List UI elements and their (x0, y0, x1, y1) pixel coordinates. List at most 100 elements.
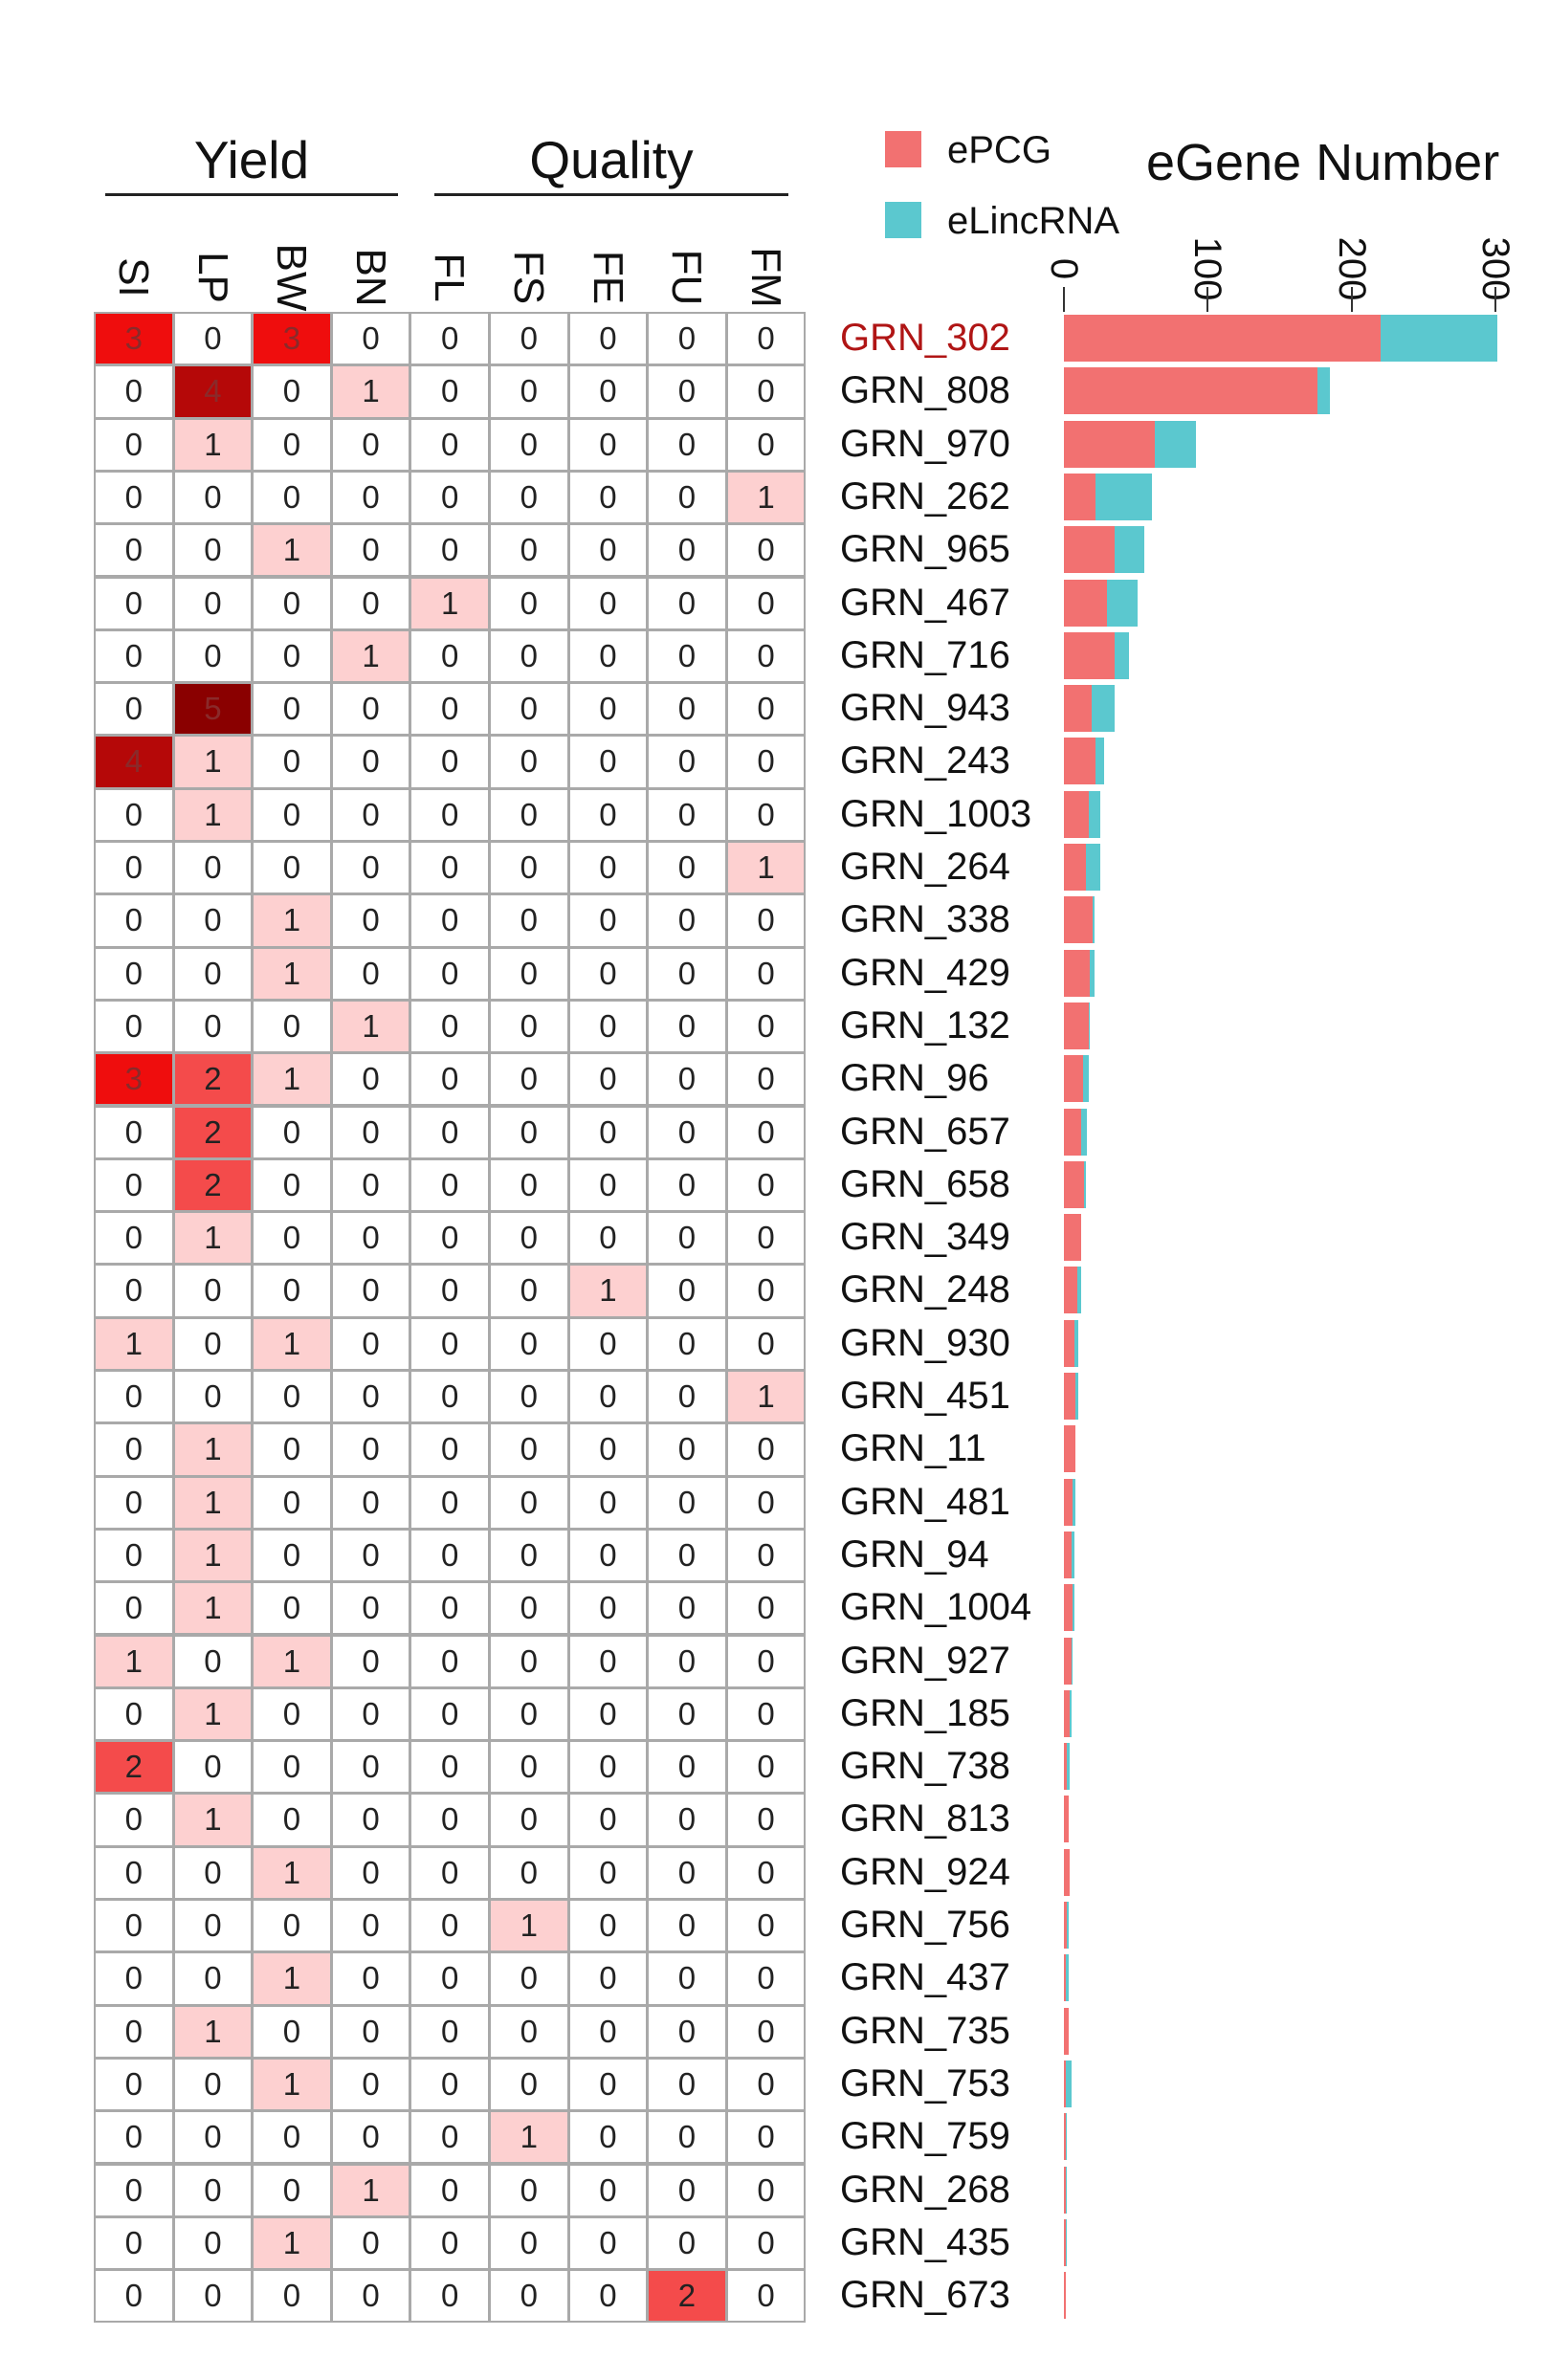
heatmap-cell: 0 (567, 2004, 649, 2059)
bar-epcg-grn_756 (1064, 1902, 1067, 1949)
heatmap-cell: 0 (252, 1475, 332, 1530)
row-label: GRN_970 (840, 422, 1010, 465)
heatmap-cell: 0 (647, 1951, 727, 2006)
heatmap-cell: 0 (567, 2110, 649, 2165)
heatmap-cell: 0 (409, 682, 490, 737)
heatmap-cell: 0 (409, 999, 490, 1054)
heatmap-cell: 0 (172, 2163, 254, 2217)
heatmap-cell: 0 (647, 1105, 727, 1159)
heatmap-cell: 0 (94, 2004, 174, 2059)
heatmap-cell: 0 (567, 1105, 649, 1159)
row-label: GRN_930 (840, 1321, 1010, 1364)
heatmap-cell: 0 (252, 364, 332, 419)
bar-epcg-grn_264 (1064, 844, 1086, 891)
heatmap-cell: 0 (567, 2163, 649, 2217)
heatmap-cell: 0 (489, 417, 569, 472)
heatmap-cell: 0 (725, 576, 807, 630)
heatmap-cell: 0 (725, 1793, 807, 1847)
row-label: GRN_248 (840, 1268, 1010, 1311)
heatmap-cell: 0 (489, 2269, 569, 2324)
heatmap-cell: 0 (94, 1581, 174, 1636)
heatmap-cell: 0 (567, 999, 649, 1054)
heatmap-cell: 0 (489, 1740, 569, 1795)
heatmap-cell: 0 (94, 1264, 174, 1318)
heatmap-cell: 0 (252, 2110, 332, 2165)
heatmap-cell: 0 (409, 1264, 490, 1318)
heatmap-cell: 0 (409, 787, 490, 842)
heatmap-cell: 0 (567, 1370, 649, 1424)
row-label: GRN_243 (840, 739, 1010, 782)
heatmap-cell: 0 (252, 1157, 332, 1213)
heatmap-cell: 0 (647, 1316, 727, 1371)
heatmap-cell: 1 (252, 1845, 332, 1900)
heatmap-cell: 0 (567, 893, 649, 948)
heatmap-cell: 0 (725, 2057, 807, 2112)
heatmap-cell: 0 (330, 1157, 411, 1213)
heatmap-cell: 1 (252, 523, 332, 578)
heatmap-cell: 0 (409, 628, 490, 684)
bar-elincrna-grn_185 (1070, 1689, 1072, 1737)
bar-epcg-grn_657 (1064, 1108, 1082, 1156)
heatmap-cell: 1 (567, 1264, 649, 1318)
row-label: GRN_437 (840, 1956, 1010, 1999)
heatmap-cell: 0 (172, 1316, 254, 1371)
bar-epcg-grn_924 (1064, 1848, 1071, 1896)
bar-elincrna-grn_437 (1065, 1954, 1069, 2002)
heatmap-cell: 0 (489, 1316, 569, 1371)
heatmap-cell: 0 (647, 470, 727, 525)
heatmap-cell: 0 (330, 2215, 411, 2271)
row-label: GRN_658 (840, 1162, 1010, 1205)
heatmap-cell: 0 (330, 576, 411, 630)
heatmap-cell: 0 (647, 893, 727, 948)
heatmap-cell: 0 (647, 1157, 727, 1213)
heatmap-cell: 0 (252, 1105, 332, 1159)
heatmap-cell: 0 (647, 2004, 727, 2059)
heatmap-cell: 0 (647, 1422, 727, 1477)
heatmap-cell: 0 (94, 470, 174, 525)
heatmap-cell: 0 (489, 628, 569, 684)
heatmap-cell: 0 (252, 1793, 332, 1847)
heatmap-cell: 0 (489, 470, 569, 525)
heatmap-cell: 1 (252, 893, 332, 948)
heatmap-cell: 1 (252, 1052, 332, 1107)
heatmap-cell: 0 (489, 999, 569, 1054)
heatmap-cell: 0 (725, 787, 807, 842)
heatmap-cell: 0 (409, 1686, 490, 1742)
heatmap-cell: 0 (647, 2057, 727, 2112)
bar-elincrna-grn_94 (1071, 1531, 1074, 1578)
heatmap-cell: 0 (172, 470, 254, 525)
row-label: GRN_268 (840, 2168, 1010, 2211)
heatmap-cell: 0 (489, 2004, 569, 2059)
heatmap-cell: 0 (330, 2057, 411, 2112)
heatmap-cell: 3 (94, 1052, 174, 1107)
column-label-lp: LP (188, 252, 236, 303)
heatmap-cell: 1 (172, 1422, 254, 1477)
heatmap-cell: 0 (330, 2004, 411, 2059)
row-label: GRN_759 (840, 2115, 1010, 2158)
heatmap-cell: 0 (330, 1686, 411, 1742)
bar-elincrna-grn_338 (1093, 896, 1095, 944)
heatmap-cell: 0 (172, 946, 254, 1001)
heatmap-cell: 0 (647, 787, 727, 842)
heatmap-cell: 0 (409, 523, 490, 578)
row-label: GRN_1003 (840, 792, 1032, 835)
heatmap-cell: 0 (409, 1899, 490, 1953)
heatmap-cell: 0 (489, 841, 569, 895)
heatmap-cell: 2 (172, 1052, 254, 1107)
bar-epcg-grn_808 (1064, 367, 1317, 415)
heatmap-cell: 0 (725, 1157, 807, 1213)
column-label-fl: FL (426, 253, 474, 302)
heatmap-cell: 0 (567, 1793, 649, 1847)
heatmap-cell: 0 (409, 1845, 490, 1900)
heatmap-cell: 0 (647, 1634, 727, 1688)
bar-elincrna-grn_930 (1073, 1319, 1079, 1367)
heatmap-cell: 0 (489, 1528, 569, 1583)
heatmap-cell: 0 (489, 893, 569, 948)
heatmap-cell: 0 (489, 364, 569, 419)
heatmap-cell: 0 (330, 1528, 411, 1583)
heatmap-cell: 0 (567, 628, 649, 684)
bar-elincrna-grn_716 (1114, 631, 1129, 679)
heatmap-cell: 0 (567, 2215, 649, 2271)
heatmap-cell: 0 (409, 1475, 490, 1530)
heatmap-cell: 0 (489, 787, 569, 842)
